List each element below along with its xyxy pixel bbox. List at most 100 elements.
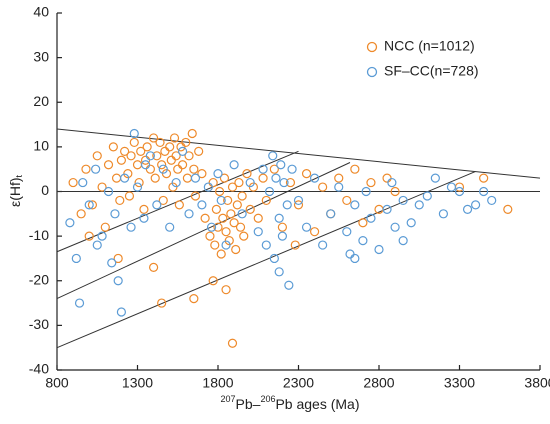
point xyxy=(206,222,217,232)
y-tick-label: -30 xyxy=(29,316,49,332)
point xyxy=(97,231,107,241)
point xyxy=(479,186,489,197)
point xyxy=(92,240,102,250)
point xyxy=(310,227,320,237)
point xyxy=(190,191,201,201)
point xyxy=(277,222,287,232)
y-tick-label: 30 xyxy=(33,48,49,64)
x-tick-label: 3300 xyxy=(444,375,475,391)
point xyxy=(81,164,91,174)
point xyxy=(219,173,230,183)
point xyxy=(390,222,400,232)
reference-line xyxy=(56,170,476,349)
point xyxy=(213,169,223,179)
point xyxy=(382,173,392,183)
point xyxy=(382,204,392,214)
point xyxy=(350,253,360,264)
point xyxy=(176,142,186,152)
y-label-part: t xyxy=(14,174,24,177)
point xyxy=(165,142,175,152)
point xyxy=(169,133,180,143)
point xyxy=(68,177,78,188)
point xyxy=(253,227,263,237)
point xyxy=(226,209,236,219)
point xyxy=(177,146,188,156)
point xyxy=(205,231,215,241)
point xyxy=(182,173,193,183)
point xyxy=(142,142,152,152)
point xyxy=(487,195,497,206)
point xyxy=(155,137,165,148)
point xyxy=(284,280,294,290)
point xyxy=(110,209,120,219)
point xyxy=(216,249,226,259)
point xyxy=(124,191,135,201)
reference-line xyxy=(56,162,351,300)
point xyxy=(174,200,184,210)
point xyxy=(115,195,125,206)
point xyxy=(171,177,181,188)
point xyxy=(203,182,213,192)
x-axis-label: 207Pb–206Pb ages (Ma) xyxy=(220,394,359,411)
legend-label: NCC (n=1012) xyxy=(384,38,475,54)
x-label-part: 206 xyxy=(260,394,275,404)
point xyxy=(268,151,278,161)
point xyxy=(74,298,85,308)
y-tick-label: 0 xyxy=(41,182,49,198)
point xyxy=(218,213,228,223)
point xyxy=(97,182,107,192)
point xyxy=(387,177,397,188)
point xyxy=(318,182,328,192)
point xyxy=(158,164,168,174)
point xyxy=(345,249,355,259)
point xyxy=(301,169,312,179)
point xyxy=(282,200,292,210)
point xyxy=(342,227,352,237)
point xyxy=(129,128,139,139)
point xyxy=(157,160,167,170)
point xyxy=(184,151,194,161)
point xyxy=(326,209,336,219)
point xyxy=(200,213,210,223)
point xyxy=(245,204,255,214)
point xyxy=(171,151,181,161)
point xyxy=(258,164,268,174)
point xyxy=(71,253,81,264)
point xyxy=(422,191,432,201)
point xyxy=(194,146,204,156)
point xyxy=(366,177,376,188)
point xyxy=(113,253,123,264)
point xyxy=(132,160,143,170)
point xyxy=(145,164,155,174)
point xyxy=(318,240,328,250)
x-tick-label: 1800 xyxy=(202,375,233,391)
point xyxy=(134,177,144,188)
point xyxy=(279,177,289,188)
point xyxy=(197,200,207,210)
legend-marker xyxy=(366,41,378,53)
point xyxy=(358,218,368,228)
point xyxy=(503,204,513,214)
point xyxy=(221,240,231,250)
point xyxy=(136,146,146,156)
point xyxy=(211,204,221,214)
point xyxy=(149,262,159,272)
point xyxy=(152,200,162,210)
point xyxy=(229,160,239,170)
point xyxy=(430,173,440,183)
point xyxy=(158,195,168,206)
legend-label: SF–CC(n=728) xyxy=(384,63,479,79)
point xyxy=(116,155,127,165)
point xyxy=(221,227,231,237)
point xyxy=(165,222,175,232)
point xyxy=(116,307,127,317)
point xyxy=(189,294,199,304)
x-label-part: Pb– xyxy=(236,396,261,412)
point xyxy=(157,298,167,308)
point xyxy=(91,164,101,174)
point xyxy=(237,209,247,219)
point xyxy=(227,182,238,192)
x-tick-label: 1300 xyxy=(122,375,153,391)
point xyxy=(264,186,275,197)
point xyxy=(187,128,197,139)
